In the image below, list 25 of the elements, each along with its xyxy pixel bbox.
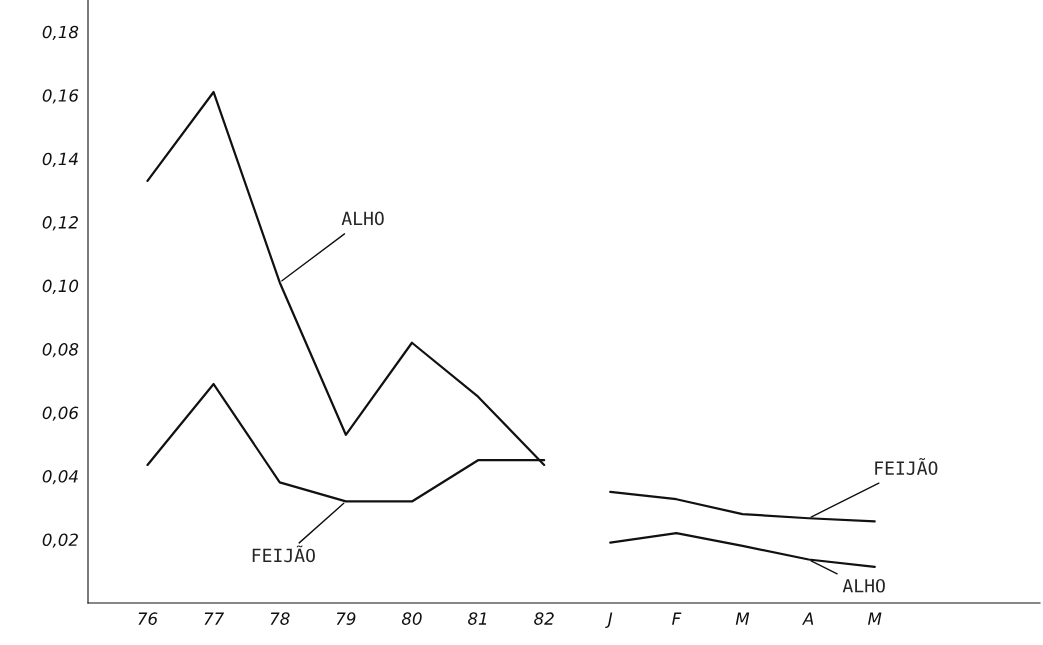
x-tick-label: 79 bbox=[336, 612, 356, 625]
x-tick-label: M bbox=[867, 612, 882, 625]
y-tick-label: 0,12 bbox=[42, 216, 78, 231]
y-tick-label: 0,14 bbox=[42, 152, 78, 167]
y-tick-label: 0,10 bbox=[42, 279, 79, 294]
annotation: FEIJÃO bbox=[252, 545, 315, 563]
y-tick-label: 0,04 bbox=[42, 470, 78, 485]
y-tick-label: 0,08 bbox=[42, 343, 79, 358]
x-tick-label: A bbox=[802, 612, 814, 625]
x-tick-label: 76 bbox=[138, 612, 158, 625]
y-tick-label: 0,16 bbox=[42, 89, 79, 104]
annotation: ALHO bbox=[842, 578, 885, 593]
annotation: ALHO bbox=[341, 211, 384, 226]
annotation: FEIJÃO bbox=[875, 458, 938, 475]
y-tick-label: 0,06 bbox=[42, 406, 79, 421]
x-tick-label: M bbox=[735, 612, 750, 625]
x-tick-label: 82 bbox=[534, 612, 554, 625]
x-tick-label: 78 bbox=[270, 612, 290, 625]
y-tick-label: 0,02 bbox=[42, 533, 78, 548]
y-tick-label: 0,18 bbox=[42, 25, 79, 41]
x-tick-label: 80 bbox=[401, 612, 422, 625]
x-tick-label: F bbox=[672, 612, 682, 625]
x-tick-label: 81 bbox=[468, 612, 487, 625]
x-tick-label: J bbox=[605, 612, 613, 629]
x-tick-label: 77 bbox=[204, 612, 225, 625]
